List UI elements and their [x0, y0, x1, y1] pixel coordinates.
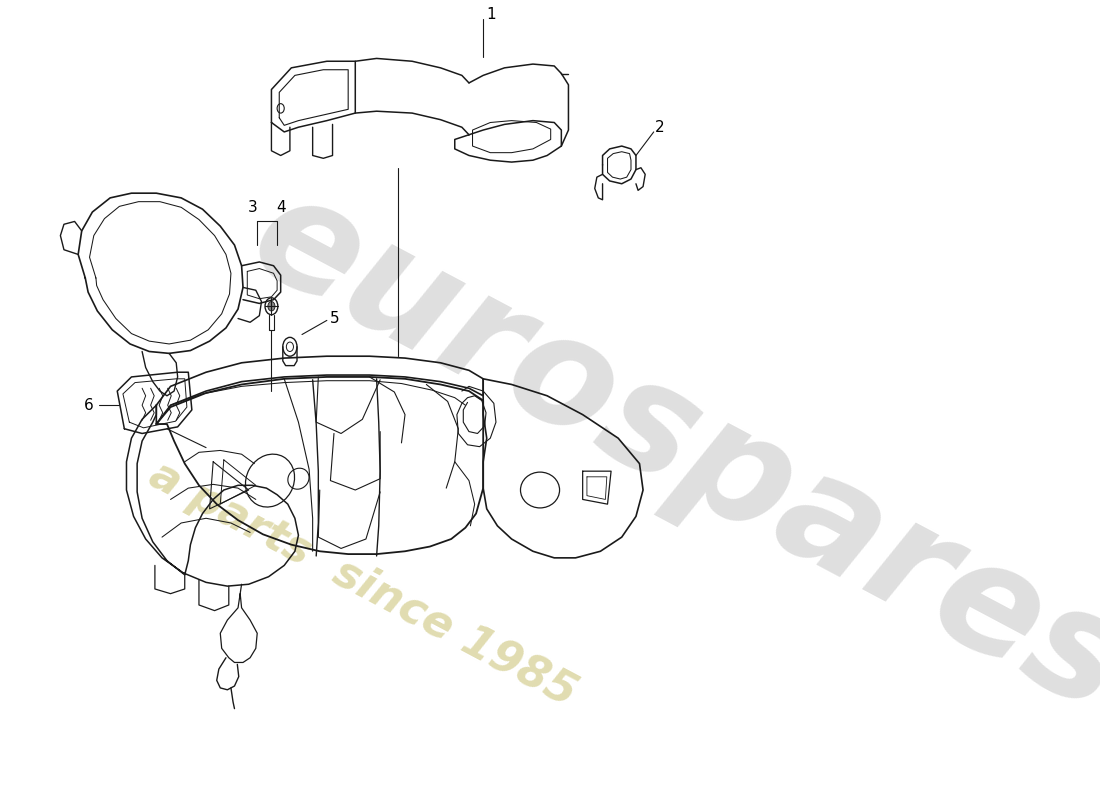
Text: a parts  since 1985: a parts since 1985 — [142, 453, 584, 715]
Text: 5: 5 — [330, 311, 339, 326]
Text: eurospares: eurospares — [228, 160, 1100, 745]
Text: 1: 1 — [486, 6, 496, 22]
Circle shape — [268, 302, 275, 311]
Text: 4: 4 — [276, 200, 286, 215]
Text: 6: 6 — [84, 398, 94, 413]
Text: 3: 3 — [248, 200, 257, 215]
Text: 2: 2 — [656, 120, 664, 134]
